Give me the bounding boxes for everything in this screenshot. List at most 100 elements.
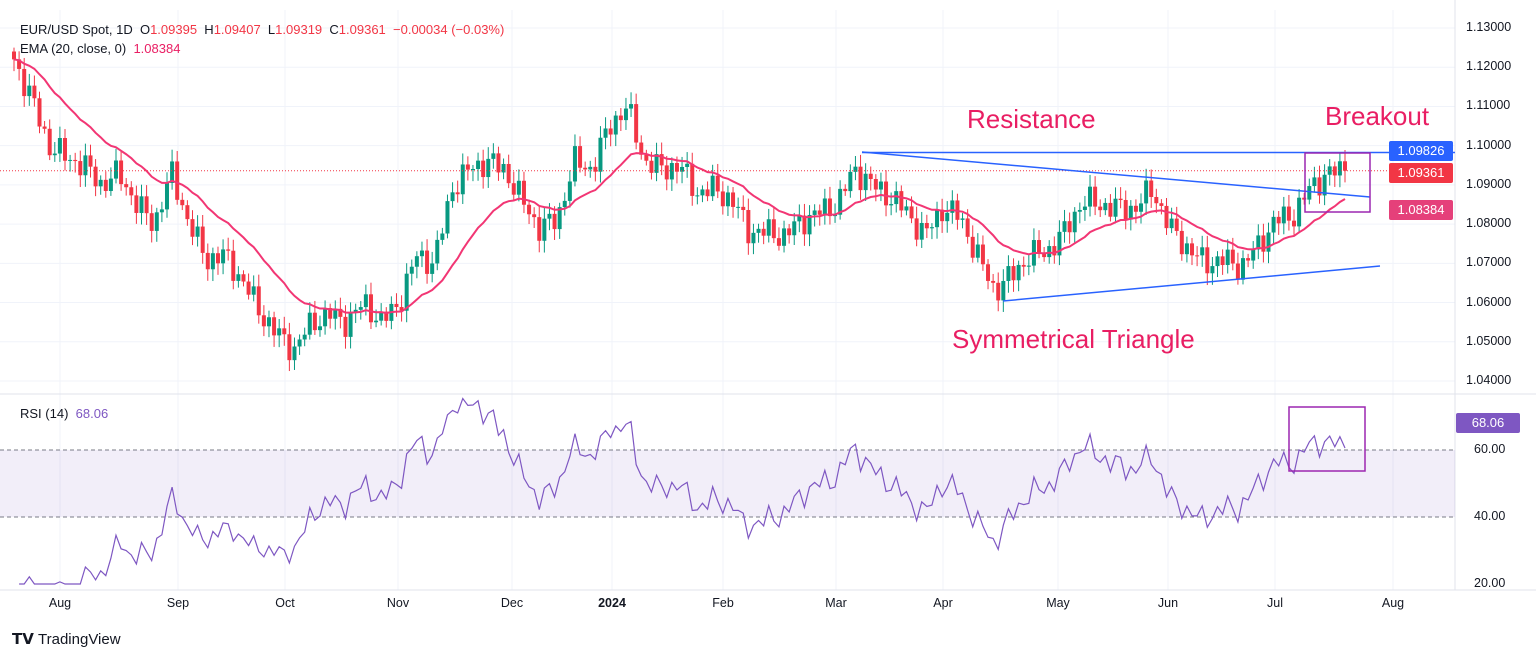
candle-body xyxy=(511,183,516,195)
candle-body xyxy=(1256,235,1261,250)
candle-body xyxy=(144,196,149,214)
candle-body xyxy=(639,142,644,155)
candle-body xyxy=(919,222,924,240)
candle-body xyxy=(817,210,822,215)
candle-body xyxy=(379,311,384,321)
candle xyxy=(776,227,781,251)
candle-body xyxy=(384,311,389,321)
candle xyxy=(1266,222,1271,264)
candle-body xyxy=(634,104,639,143)
candle-body xyxy=(200,226,205,253)
legend-rsi: RSI (14) 68.06 xyxy=(20,406,109,421)
candle-body xyxy=(945,212,950,222)
candle-body xyxy=(1021,264,1026,267)
candle-body xyxy=(562,200,567,208)
candle-body xyxy=(725,192,730,207)
candle xyxy=(1215,251,1220,278)
candle xyxy=(868,166,873,191)
candle-body xyxy=(593,166,598,172)
candle-body xyxy=(83,155,88,176)
candle-body xyxy=(710,175,715,197)
candle xyxy=(843,184,848,196)
candle-body xyxy=(1001,280,1006,301)
candle xyxy=(1154,188,1159,214)
candle xyxy=(639,135,644,160)
candle-body xyxy=(685,163,690,167)
candle-body xyxy=(215,253,220,264)
candle-body xyxy=(1302,197,1307,200)
candle xyxy=(904,199,909,216)
candle xyxy=(266,310,271,338)
rsi-axis-label: 20.00 xyxy=(1474,576,1506,590)
time-axis-label: Jun xyxy=(1157,596,1179,610)
candle xyxy=(491,143,496,169)
candle xyxy=(506,154,511,189)
candle xyxy=(1286,194,1291,231)
candle-body xyxy=(1205,247,1210,274)
resistance-price-tag: 1.09826 xyxy=(1389,141,1453,161)
candle-body xyxy=(12,51,16,60)
candle xyxy=(695,187,700,205)
candle xyxy=(787,224,792,244)
candle-body xyxy=(129,187,134,196)
tradingview-logo[interactable]: 𝗧𝗩 TradingView xyxy=(12,631,121,648)
candle-body xyxy=(440,233,445,240)
candle-body xyxy=(680,166,685,172)
rsi-highlight-box xyxy=(1288,406,1366,472)
candle-body xyxy=(715,175,720,192)
candle-body xyxy=(1139,203,1144,212)
candle-body xyxy=(776,238,781,246)
candle xyxy=(297,334,302,355)
candle-body xyxy=(266,317,271,327)
candle xyxy=(1322,164,1327,206)
time-axis-label: Aug xyxy=(1381,596,1405,610)
candle xyxy=(1067,212,1072,244)
candle xyxy=(720,181,725,215)
candle-body xyxy=(756,228,761,233)
candle xyxy=(1052,236,1057,264)
candle-body xyxy=(542,218,547,241)
candle-body xyxy=(1128,205,1133,220)
candle xyxy=(746,198,751,255)
candle-body xyxy=(261,315,266,327)
candle-body xyxy=(1113,198,1118,217)
candle-body xyxy=(149,213,154,231)
candle xyxy=(771,207,776,244)
candle-body xyxy=(629,104,634,109)
candle xyxy=(736,197,741,219)
candle xyxy=(603,117,608,150)
candle xyxy=(578,136,583,173)
candle xyxy=(1108,194,1113,222)
candle-body xyxy=(935,209,940,228)
candle xyxy=(511,171,516,200)
candle xyxy=(797,204,802,233)
candle xyxy=(725,185,730,217)
candle xyxy=(1072,207,1077,245)
candle-body xyxy=(1067,221,1072,233)
candle xyxy=(57,126,62,162)
time-axis-label: Jul xyxy=(1267,596,1283,610)
candle-body xyxy=(552,213,557,230)
candle xyxy=(613,110,618,147)
candle-body xyxy=(1312,177,1317,187)
candle-body xyxy=(307,312,312,335)
candle xyxy=(960,213,965,229)
rsi-line xyxy=(19,397,1346,585)
candle-body xyxy=(583,167,588,170)
candle-body xyxy=(1286,206,1291,221)
candle-body xyxy=(1077,209,1082,212)
candle xyxy=(129,181,134,206)
candle xyxy=(68,154,73,172)
candle-body xyxy=(1072,211,1077,233)
legend-main: EUR/USD Spot, 1D O1.09395 H1.09407 L1.09… xyxy=(20,22,505,37)
candle-body xyxy=(746,210,751,244)
candle-body xyxy=(353,309,358,313)
candle xyxy=(1016,260,1021,292)
candle-body xyxy=(88,155,93,167)
ema-line xyxy=(13,58,1346,315)
candle-body xyxy=(741,206,746,211)
candle xyxy=(272,311,277,347)
candle xyxy=(827,186,832,225)
candle xyxy=(1118,187,1123,209)
